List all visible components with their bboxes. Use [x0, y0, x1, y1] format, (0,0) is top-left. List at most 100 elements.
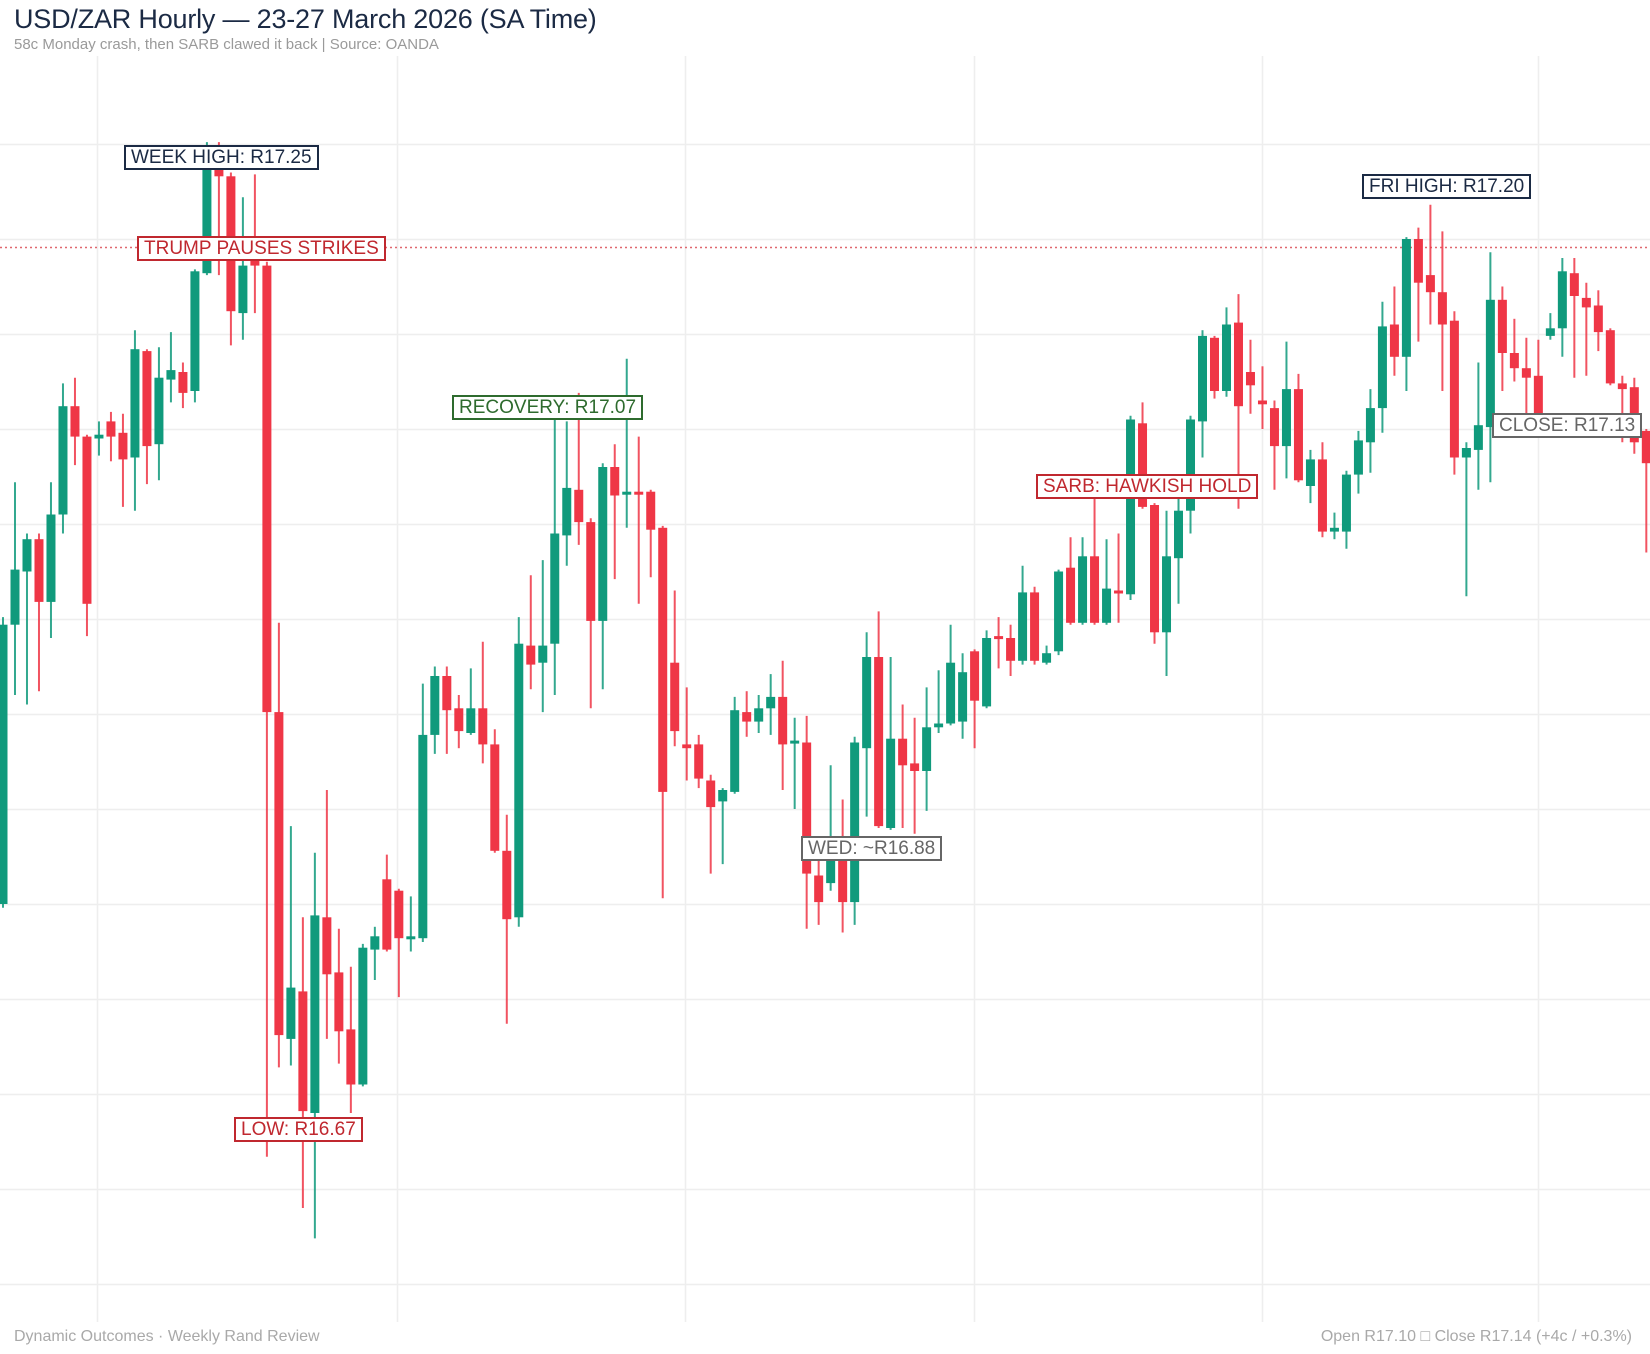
candle-down — [1437, 231, 1447, 391]
candle-body — [1509, 353, 1519, 369]
candle-up — [1473, 362, 1483, 490]
candle-body — [970, 651, 980, 701]
candle-up — [1054, 569, 1064, 656]
candle-up — [982, 630, 992, 709]
candle-body — [478, 708, 488, 745]
candle-down — [1413, 227, 1423, 342]
candle-body — [910, 763, 920, 771]
candle-body — [370, 936, 380, 950]
annotation-fri-high: FRI HIGH: R17.20 — [1362, 174, 1532, 199]
candle-up — [946, 624, 956, 726]
candle-body — [1186, 419, 1196, 511]
annotation-close: CLOSE: R17.13 — [1492, 413, 1643, 438]
candle-body — [274, 712, 284, 1036]
candle-down — [34, 533, 44, 692]
candle-up — [58, 383, 68, 534]
candle-down — [274, 622, 284, 1068]
candle-down — [838, 799, 848, 933]
candle-body — [1449, 320, 1459, 458]
candle-up — [1102, 539, 1112, 625]
candle-body — [658, 527, 668, 792]
candle-down — [1257, 366, 1267, 429]
candle-body — [1473, 425, 1483, 450]
candle-up — [862, 632, 872, 817]
candle-body — [730, 710, 740, 792]
candle-body — [634, 491, 644, 495]
candle-body — [622, 491, 632, 495]
candle-body — [70, 406, 80, 437]
candle-body — [334, 972, 344, 1032]
candle-body — [1090, 556, 1100, 623]
candle-body — [1138, 423, 1148, 507]
candle-up — [1377, 301, 1387, 433]
candle-body — [1641, 430, 1650, 464]
candle-down — [1449, 311, 1459, 475]
candle-down — [346, 966, 356, 1113]
candle-up — [1162, 510, 1172, 676]
candle-down — [694, 734, 704, 789]
candle-down — [1006, 624, 1016, 676]
candle-body — [1545, 328, 1555, 336]
candle-body — [1042, 653, 1052, 663]
candle-body — [262, 265, 272, 713]
candle-up — [466, 668, 476, 735]
candle-body — [958, 672, 968, 722]
candle-body — [238, 265, 248, 314]
candle-body — [58, 406, 68, 515]
candle-body — [1425, 275, 1435, 293]
candle-body — [922, 727, 932, 771]
candle-down — [778, 660, 788, 790]
candle-down — [394, 888, 404, 998]
candle-body — [1281, 389, 1291, 447]
candle-down — [802, 715, 812, 929]
candle-body — [1245, 372, 1255, 386]
footer-summary: Open R17.10 □ Close R17.14 (+4c / +0.3%) — [1320, 1328, 1632, 1345]
candle-up — [1042, 645, 1052, 665]
candle-body — [946, 662, 956, 724]
candle-body — [754, 708, 764, 722]
candle-body — [1389, 324, 1399, 357]
candle-down — [658, 525, 668, 899]
candle-down — [382, 854, 392, 952]
candle-body — [1593, 305, 1603, 333]
candle-up — [562, 421, 572, 566]
candle-body — [862, 657, 872, 749]
candle-up — [1126, 415, 1136, 600]
candle-down — [334, 928, 344, 1064]
candle-body — [1605, 330, 1615, 384]
candle-body — [130, 349, 140, 458]
candle-up — [886, 657, 896, 830]
candle-body — [1401, 239, 1411, 357]
candle-body — [850, 742, 860, 903]
candle-body — [934, 723, 944, 728]
candle-body — [1569, 273, 1579, 296]
candle-up — [1353, 430, 1363, 494]
candle-body — [346, 1029, 356, 1085]
candle-down — [1114, 533, 1124, 623]
candle-down — [1497, 286, 1507, 391]
candle-down — [682, 687, 692, 781]
candle-body — [1365, 408, 1375, 443]
candle-down — [634, 436, 644, 604]
candle-body — [1317, 459, 1327, 532]
candle-body — [610, 467, 620, 496]
candle-up — [514, 617, 524, 927]
candle-down — [298, 917, 308, 1208]
candle-body — [154, 377, 164, 445]
candle-up — [730, 696, 740, 794]
candle-body — [466, 708, 476, 733]
candle-down — [1209, 335, 1219, 399]
candle-body — [1054, 571, 1064, 652]
candle-up — [538, 560, 548, 713]
candle-body — [538, 645, 548, 663]
candle-up — [1401, 237, 1411, 391]
candle-body — [1233, 322, 1243, 407]
candle-down — [610, 444, 620, 580]
candle-body — [310, 915, 320, 1113]
candle-down — [1389, 286, 1399, 376]
annotation-week-high: WEEK HIGH: R17.25 — [124, 145, 319, 170]
candle-body — [598, 467, 608, 621]
candle-down — [442, 666, 452, 754]
chart-title: USD/ZAR Hourly — 23-27 March 2026 (SA Ti… — [14, 4, 597, 34]
